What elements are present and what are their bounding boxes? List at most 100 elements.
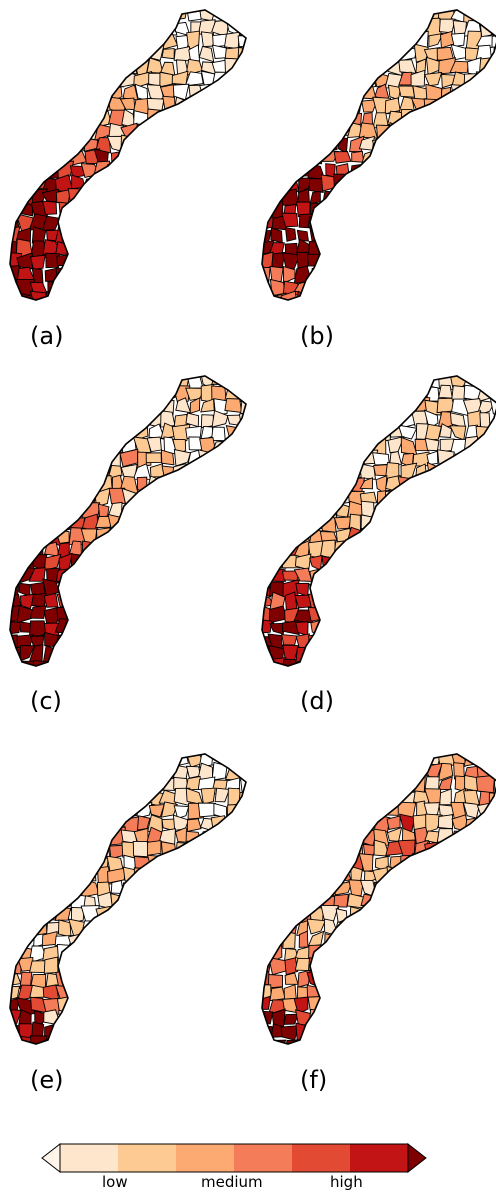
- municipality-region: [238, 411, 246, 430]
- municipality-region: [262, 490, 271, 506]
- municipality-region: [283, 904, 296, 921]
- municipality-region: [96, 56, 110, 71]
- municipality-region: [173, 448, 192, 467]
- municipality-region: [211, 1037, 228, 1044]
- municipality-region: [238, 855, 246, 873]
- municipality-region: [10, 527, 19, 542]
- municipality-region: [213, 514, 227, 533]
- municipality-region: [262, 618, 273, 634]
- municipality-region: [136, 778, 151, 793]
- municipality-region: [135, 10, 152, 21]
- municipality-region: [333, 754, 353, 764]
- municipality-region: [237, 618, 246, 637]
- municipality-region: [308, 412, 324, 430]
- municipality-region: [224, 866, 239, 886]
- municipality-region: [31, 461, 48, 480]
- municipality-region: [69, 449, 84, 465]
- municipality-region: [372, 31, 387, 48]
- municipality-region: [322, 867, 339, 885]
- municipality-region: [146, 384, 165, 402]
- municipality-region: [450, 278, 468, 294]
- country-outline: [9, 9, 247, 301]
- municipality-region: [119, 295, 138, 300]
- municipality-region: [134, 161, 149, 180]
- municipality-region: [271, 865, 288, 882]
- municipality-region: [55, 970, 73, 989]
- municipality-region: [464, 161, 483, 179]
- municipality-region: [372, 754, 389, 767]
- municipality-region: [424, 659, 440, 666]
- municipality-region: [145, 527, 165, 546]
- municipality-region: [427, 580, 440, 598]
- municipality-region: [450, 879, 468, 896]
- municipality-region: [478, 123, 494, 142]
- municipality-region: [478, 956, 494, 975]
- municipality-region: [186, 579, 200, 598]
- municipality-region: [19, 541, 32, 559]
- municipality-region: [332, 225, 353, 243]
- municipality-region: [226, 488, 243, 508]
- municipality-region: [336, 791, 353, 807]
- municipality-region: [476, 594, 496, 610]
- municipality-region: [83, 200, 99, 218]
- municipality-region: [489, 462, 496, 482]
- municipality-region: [285, 147, 301, 164]
- municipality-region: [334, 199, 347, 219]
- municipality-region: [296, 502, 311, 518]
- municipality-region: [111, 186, 126, 204]
- municipality-region: [198, 45, 215, 63]
- municipality-region: [120, 240, 139, 257]
- municipality-region: [56, 568, 71, 585]
- municipality-region: [489, 477, 496, 494]
- municipality-region: [175, 541, 190, 556]
- municipality-region: [489, 242, 496, 257]
- municipality-region: [281, 634, 298, 646]
- municipality-region: [332, 1035, 352, 1044]
- municipality-region: [436, 1024, 456, 1041]
- municipality-region: [345, 387, 362, 403]
- municipality-region: [225, 1035, 244, 1044]
- municipality-region: [385, 31, 402, 50]
- municipality-region: [42, 412, 61, 425]
- municipality-region: [334, 839, 352, 858]
- municipality-region: [281, 478, 298, 495]
- municipality-region: [464, 816, 483, 833]
- municipality-region: [119, 202, 137, 217]
- municipality-region: [172, 934, 190, 950]
- municipality-region: [33, 839, 45, 859]
- municipality-region: [226, 607, 243, 625]
- municipality-region: [262, 10, 273, 23]
- municipality-region: [174, 279, 187, 297]
- municipality-region: [160, 891, 178, 907]
- municipality-region: [210, 212, 229, 231]
- municipality-region: [162, 620, 177, 636]
- municipality-region: [439, 788, 452, 806]
- municipality-region: [18, 492, 32, 505]
- municipality-region: [93, 226, 113, 244]
- municipality-region: [282, 10, 299, 24]
- municipality-region: [282, 892, 301, 909]
- municipality-region: [199, 138, 214, 154]
- municipality-region: [10, 930, 19, 950]
- municipality-region: [146, 134, 161, 154]
- municipality-region: [465, 257, 480, 271]
- municipality-region: [198, 931, 218, 950]
- municipality-region: [332, 462, 351, 480]
- municipality-region: [466, 969, 483, 986]
- municipality-region: [375, 931, 387, 950]
- municipality-region: [371, 1024, 390, 1041]
- municipality-region: [451, 592, 466, 611]
- municipality-region: [294, 98, 312, 115]
- municipality-region: [464, 476, 483, 494]
- municipality-region: [450, 136, 469, 152]
- municipality-region: [269, 622, 287, 635]
- municipality-region: [427, 215, 443, 230]
- municipality-region: [224, 826, 240, 847]
- municipality-region: [147, 999, 164, 1011]
- municipality-region: [16, 905, 33, 923]
- municipality-region: [159, 376, 178, 389]
- municipality-region: [333, 448, 352, 466]
- municipality-region: [271, 174, 286, 193]
- municipality-region: [174, 593, 189, 611]
- municipality-region: [492, 215, 496, 230]
